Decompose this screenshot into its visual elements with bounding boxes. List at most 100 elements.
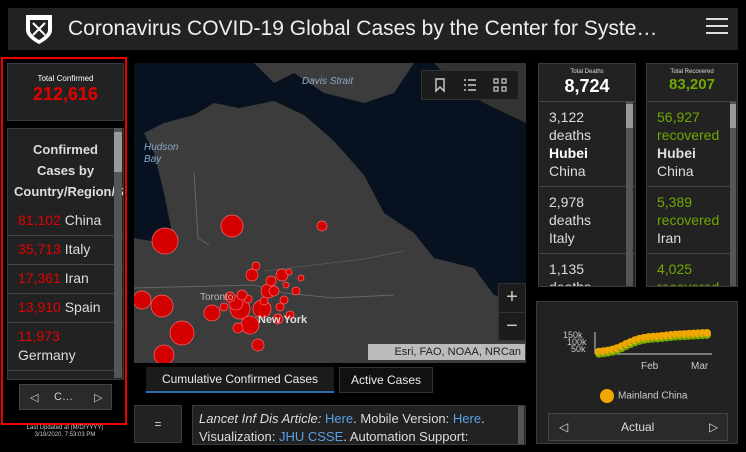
recovered-country: China [657, 163, 694, 179]
info-text: . Mobile Version: [353, 411, 453, 426]
list-item[interactable]: 56,927 recovered Hubei China [647, 102, 737, 187]
chart-legend: Mainland China [600, 389, 688, 403]
x-tick-label: Feb [641, 361, 659, 372]
recovered-count: 4,025 [657, 261, 693, 277]
total-recovered-label: Total Recovered [670, 69, 714, 75]
left-column-highlight [1, 57, 127, 425]
total-deaths-value: 8,724 [564, 76, 610, 96]
recovered-unit: recovered [657, 279, 720, 287]
country-count: 13,910 [18, 299, 61, 315]
map-view[interactable]: Davis Strait Hudson Bay Toronto New York [134, 63, 526, 363]
recovered-count: 5,389 [657, 194, 693, 210]
country-name: China [64, 212, 102, 228]
info-text: . Automation Support: [343, 429, 469, 444]
total-recovered-header: Total Recovered 83,207 [647, 64, 737, 102]
recovered-scroll-thumb[interactable] [730, 104, 736, 128]
recovered-scrollbar[interactable] [730, 102, 736, 286]
mobile-version-link[interactable]: Here [452, 411, 482, 426]
jhu-csse-link[interactable]: JHU CSSE [278, 429, 344, 444]
country-list-pager: ◁ C… ▷ [19, 384, 112, 410]
chevron-left-icon[interactable]: ◁ [30, 392, 39, 404]
chevron-left-icon[interactable]: ◁ [559, 420, 569, 434]
list-item[interactable]: 13,910 Spain [8, 294, 123, 323]
bookmark-icon[interactable] [432, 77, 448, 93]
confirmed-by-country-panel: Confirmed Cases by Country/Region/Sovere… [7, 128, 124, 380]
country-name: Germany [18, 347, 76, 363]
list-item[interactable]: 1,135 deaths [539, 254, 635, 287]
x-tick-label: Mar [691, 361, 709, 372]
app-header: Coronavirus COVID-19 Global Cases by the… [8, 8, 738, 50]
total-confirmed-panel: Total Confirmed 212,616 [7, 63, 124, 121]
info-line-1: Lancet Inf Dis Article: Here. Mobile Ver… [199, 410, 519, 428]
total-confirmed-value: 212,616 [32, 84, 99, 104]
map-label-toronto: Toronto [200, 292, 234, 303]
info-text: . [481, 411, 485, 426]
map-basemap [134, 63, 526, 363]
menu-equals-button[interactable]: = [134, 405, 182, 443]
deaths-unit: deaths [549, 279, 592, 287]
country-list-scroll-thumb[interactable] [114, 132, 122, 172]
list-item[interactable]: 2,978 deaths Italy [539, 187, 635, 254]
tab-cumulative-confirmed[interactable]: Cumulative Confirmed Cases [146, 367, 334, 393]
pager-label[interactable]: C… [54, 391, 73, 403]
page-title: Coronavirus COVID-19 Global Cases by the… [68, 17, 658, 40]
total-recovered-panel: Total Recovered 83,207 56,927 recovered Hu… [646, 63, 738, 287]
qr-code-icon[interactable] [492, 77, 508, 93]
y-tick-label: 100k [567, 337, 587, 347]
country-name: Spain [64, 299, 101, 315]
country-name: Iran [64, 270, 89, 286]
info-text: Lancet Inf Dis Article: [199, 411, 325, 426]
list-icon[interactable] [462, 77, 478, 93]
y-tick-label: 150k [563, 330, 583, 340]
hamburger-icon[interactable] [706, 18, 728, 38]
deaths-scroll-thumb[interactable] [626, 104, 633, 128]
list-item[interactable]: 3,122 deaths Hubei China [539, 102, 635, 187]
chart-point [703, 328, 711, 337]
cases-chart: 150k 100k 50k Feb Mar [563, 328, 712, 372]
deaths-country: China [549, 163, 586, 179]
total-deaths-header: Total Deaths 8,724 [539, 64, 635, 102]
map-label-hudson-bay: Hudson Bay [144, 142, 179, 165]
chart-series-points [595, 328, 711, 358]
last-updated-value: 3/18/2020, 7:53:03 PM [34, 432, 96, 438]
deaths-scrollbar[interactable] [626, 102, 633, 286]
tab-active-cases[interactable]: Active Cases [339, 367, 433, 393]
deaths-unit: deaths [549, 212, 592, 228]
country-list-scrollbar[interactable] [114, 128, 122, 378]
country-count: 35,713 [18, 241, 61, 257]
zoom-out-button[interactable]: − [499, 312, 525, 340]
info-scrollbar[interactable] [518, 406, 524, 444]
chevron-right-icon[interactable]: ▷ [709, 420, 719, 434]
list-item[interactable]: 4,025 recovered [647, 254, 737, 287]
info-text: Visualization: [199, 429, 279, 444]
total-recovered-value: 83,207 [669, 76, 715, 93]
article-link[interactable]: Here [324, 411, 354, 426]
recovered-count: 56,927 [657, 109, 700, 125]
last-updated: Last Updated at (M/D/YYYY) 3/18/2020, 7:… [10, 425, 120, 439]
list-item[interactable]: 81,102 China [8, 207, 123, 236]
list-item[interactable]: 35,713 Italy [8, 236, 123, 265]
country-count: 81,102 [18, 212, 61, 228]
info-line-2: Visualization: JHU CSSE. Automation Supp… [199, 428, 519, 444]
chart-mode-label[interactable]: Actual [621, 420, 655, 434]
university-shield-logo [26, 15, 52, 44]
map-attribution: Esri, FAO, NOAA, NRCan [368, 344, 525, 360]
list-item[interactable]: 11,973 Germany [8, 323, 123, 371]
country-name: Italy [64, 241, 91, 257]
total-deaths-panel: Total Deaths 8,724 3,122 deaths Hubei Chi… [538, 63, 636, 287]
list-item[interactable]: 17,361 Iran [8, 265, 123, 294]
deaths-count: 1,135 [549, 261, 585, 277]
country-count: 17,361 [18, 270, 61, 286]
recovered-unit: recovered [657, 127, 720, 143]
chevron-right-icon[interactable]: ▷ [94, 392, 103, 404]
total-deaths-label: Total Deaths [570, 69, 604, 75]
map-toolbar [421, 70, 519, 100]
zoom-in-button[interactable]: + [506, 286, 518, 308]
last-updated-label: Last Updated at (M/D/YYYY) [26, 425, 104, 431]
deaths-country: Italy [549, 230, 575, 246]
total-confirmed-label: Total Confirmed [37, 74, 94, 83]
zoom-controls: + − [498, 283, 526, 341]
map-label-new-york: New York [258, 314, 308, 326]
info-panel: Lancet Inf Dis Article: Here. Mobile Ver… [192, 405, 526, 445]
list-item[interactable]: 5,389 recovered Iran [647, 187, 737, 254]
